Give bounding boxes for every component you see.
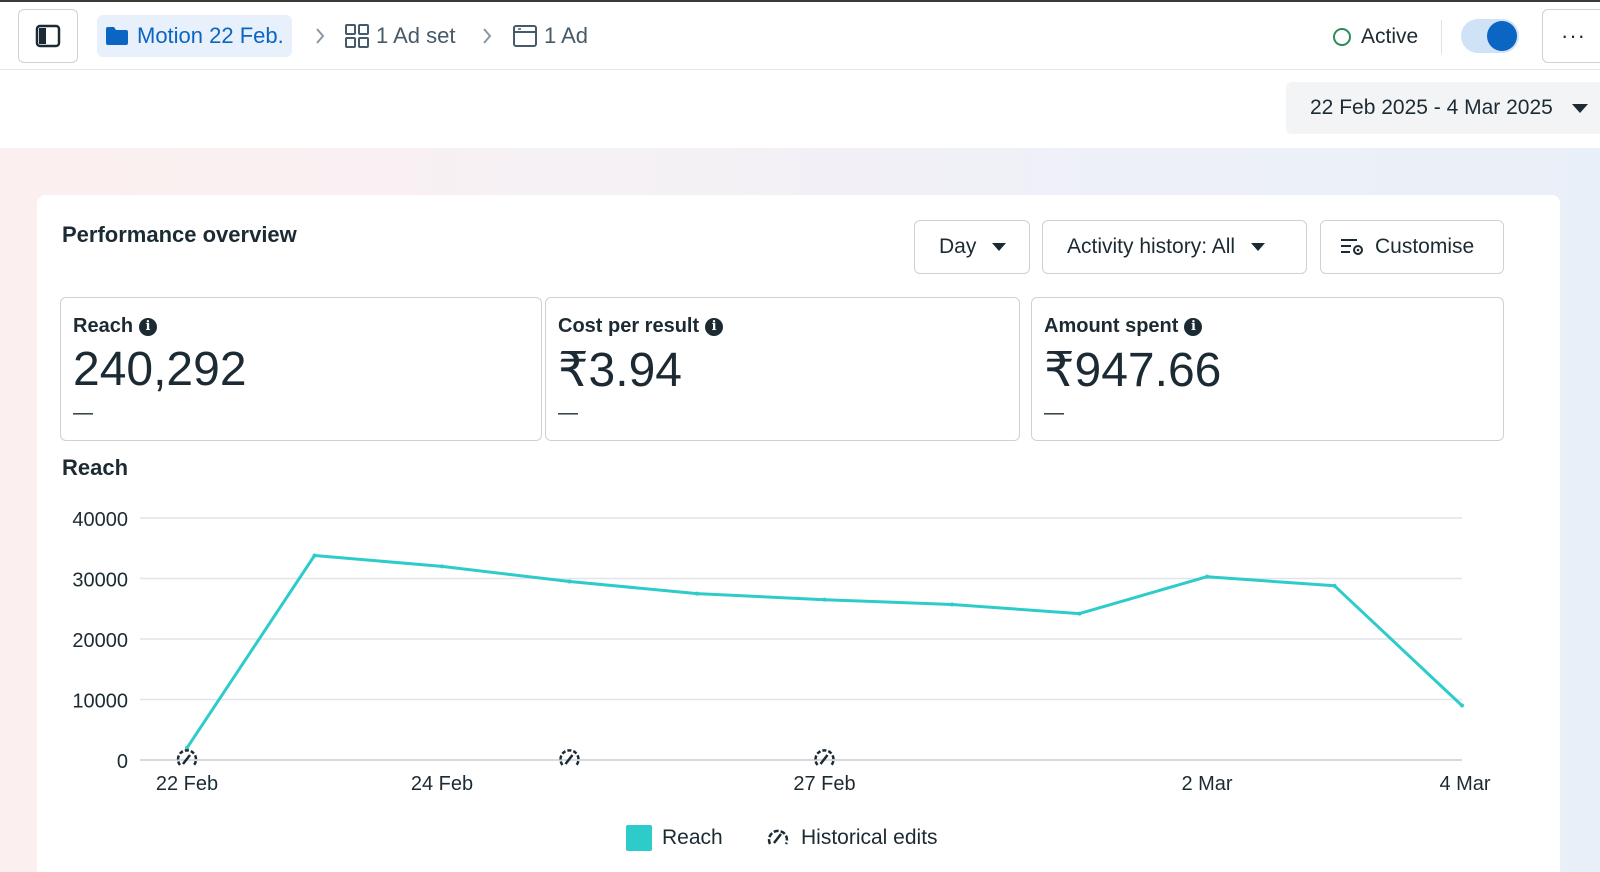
metric-label-row: Reach i [73, 315, 158, 338]
divider [1441, 20, 1442, 54]
legend-swatch [626, 825, 652, 851]
x-tick-label: 4 Mar [1439, 773, 1490, 795]
date-range-label: 22 Feb 2025 - 4 Mar 2025 [1310, 96, 1553, 119]
y-tick-label: 30000 [72, 570, 128, 592]
legend-label-reach: Reach [662, 826, 723, 849]
customise-label: Customise [1375, 235, 1475, 258]
data-point [567, 579, 572, 584]
metric-card-amount-spent[interactable]: Amount spent i ₹947.66 — [1031, 297, 1504, 441]
metric-value: ₹947.66 [1044, 344, 1222, 397]
grid-icon [345, 24, 369, 48]
customise-settings-icon [1341, 239, 1363, 255]
metric-label: Amount spent [1044, 315, 1179, 337]
breadcrumb-campaign[interactable]: Motion 22 Feb. [97, 15, 292, 57]
data-point [312, 553, 317, 558]
historical-edit-marker-icon[interactable] [559, 749, 580, 766]
metric-card-cost-per-result[interactable]: Cost per result i ₹3.94 — [545, 297, 1020, 441]
historical-edit-marker-icon[interactable] [814, 749, 835, 766]
reach-line-chart: 0 10000 20000 30000 40000 22 Feb 24 Feb 27 Feb 2… [72, 509, 1491, 795]
legend-label-historical-edits: Historical edits [801, 826, 938, 849]
breadcrumb-ad[interactable]: 1 Ad [512, 15, 588, 57]
performance-overview-card: Performance overview Day Activity histor… [37, 195, 1560, 872]
info-icon[interactable]: i [1184, 317, 1203, 336]
metric-label: Reach [73, 315, 134, 337]
x-tick-label: 22 Feb [156, 773, 218, 795]
metric-label-row: Cost per result i [558, 315, 724, 338]
chart-title: Reach [62, 455, 129, 480]
ad-icon [513, 25, 537, 47]
status-indicator: Active [1333, 22, 1418, 52]
metric-delta: — [73, 402, 93, 424]
breadcrumb-ad-label: 1 Ad [544, 23, 589, 48]
caret-down-icon [992, 243, 1007, 251]
side-panel-icon [35, 24, 61, 48]
toggle-knob [1487, 21, 1517, 51]
data-point [1332, 583, 1337, 588]
data-point [1077, 611, 1082, 616]
y-tick-label: 40000 [72, 509, 128, 531]
data-point [1205, 574, 1209, 579]
status-label: Active [1361, 25, 1419, 48]
customise-button[interactable]: Customise [1320, 220, 1504, 274]
metric-label-row: Amount spent i [1044, 315, 1203, 338]
y-tick-label: 10000 [72, 691, 128, 713]
breadcrumb-ad-set[interactable]: 1 Ad set [344, 15, 456, 57]
breadcrumb-ad-set-label: 1 Ad set [376, 23, 456, 48]
breadcrumb-campaign-label: Motion 22 Feb. [137, 23, 284, 48]
caret-down-icon [1251, 243, 1266, 251]
series-line-reach [185, 554, 1464, 749]
legend-item-reach[interactable]: Reach [626, 823, 723, 853]
historical-edits-icon [767, 829, 789, 845]
x-tick-label: 24 Feb [411, 773, 473, 795]
info-icon[interactable]: i [705, 317, 724, 336]
x-tick-label: 2 Mar [1181, 773, 1232, 795]
performance-overview-title: Performance overview [62, 222, 297, 247]
chevron-right-icon [310, 24, 330, 48]
date-range-picker[interactable]: 22 Feb 2025 - 4 Mar 2025 [1286, 82, 1600, 134]
chevron-right-icon [477, 24, 497, 48]
data-point [822, 597, 827, 602]
activity-history-dropdown[interactable]: Activity history: All [1042, 220, 1307, 274]
data-point [1460, 703, 1464, 708]
top-bar: Motion 22 Feb. 1 Ad set 1 Ad Active ··· [0, 0, 1600, 70]
data-point [695, 591, 699, 596]
data-point [950, 602, 954, 607]
metric-value: ₹3.94 [558, 344, 682, 397]
toggle-side-panel-button[interactable] [18, 9, 78, 63]
legend-item-historical-edits[interactable]: Historical edits [765, 823, 938, 853]
metric-delta: — [558, 402, 578, 424]
data-point [185, 745, 189, 750]
y-tick-label: 0 [117, 751, 128, 773]
metric-value: 240,292 [73, 343, 247, 396]
x-tick-label: 27 Feb [793, 773, 855, 795]
more-icon: ··· [1561, 23, 1586, 48]
historical-edit-marker-icon[interactable] [176, 749, 198, 766]
folder-icon [106, 27, 128, 45]
info-icon[interactable]: i [139, 317, 158, 336]
data-point [440, 564, 444, 569]
activity-history-label: Activity history: All [1067, 235, 1236, 258]
metric-card-reach[interactable]: Reach i 240,292 — [60, 297, 542, 441]
metric-label: Cost per result [558, 315, 700, 337]
status-dot-icon [1333, 28, 1351, 46]
active-toggle[interactable] [1461, 19, 1519, 53]
metric-delta: — [1044, 402, 1064, 424]
more-options-button[interactable]: ··· [1542, 9, 1600, 63]
granularity-label: Day [939, 235, 977, 258]
y-tick-label: 20000 [72, 630, 128, 652]
caret-down-icon [1572, 104, 1588, 113]
granularity-dropdown[interactable]: Day [914, 220, 1030, 274]
